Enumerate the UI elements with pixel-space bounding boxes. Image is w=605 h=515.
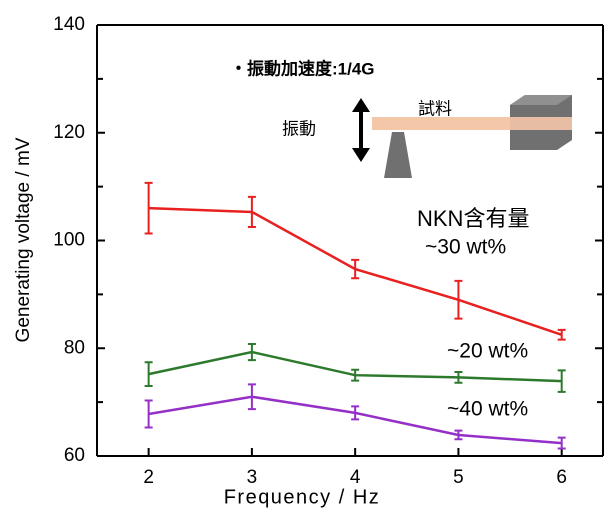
x-tick-label: 2 <box>143 467 154 488</box>
y-tick-label: 140 <box>53 14 85 35</box>
legend-label: ~40 wt% <box>447 398 528 421</box>
x-tick-label: 5 <box>453 467 464 488</box>
chart: ・振動加速度:1/4G 振動 試料 NKN含有量 Frequency / Hz … <box>0 0 605 515</box>
y-tick-label: 100 <box>53 230 85 251</box>
y-axis-label: Generating voltage / mV <box>13 137 34 342</box>
y-tick-label: 80 <box>64 337 85 358</box>
inset-diagram: ・振動加速度:1/4G 振動 試料 <box>230 58 605 184</box>
legend-title: NKN含有量 <box>417 206 529 231</box>
page: ・振動加速度:1/4G 振動 試料 NKN含有量 Frequency / Hz … <box>0 0 605 515</box>
x-tick-label: 4 <box>350 467 361 488</box>
legend-label: ~20 wt% <box>447 340 528 363</box>
y-tick-label: 120 <box>53 122 85 143</box>
x-tick-label: 3 <box>247 467 258 488</box>
vibration-label: 振動 <box>282 119 316 138</box>
sample-bar-in-clamp <box>510 117 572 130</box>
y-tick-label: 60 <box>64 445 85 466</box>
legend-label: ~30 wt% <box>425 236 506 259</box>
x-axis-label: Frequency / Hz <box>224 486 381 508</box>
acceleration-note: ・振動加速度:1/4G <box>230 58 375 78</box>
sample-label: 試料 <box>418 99 452 118</box>
x-tick-label: 6 <box>556 467 567 488</box>
